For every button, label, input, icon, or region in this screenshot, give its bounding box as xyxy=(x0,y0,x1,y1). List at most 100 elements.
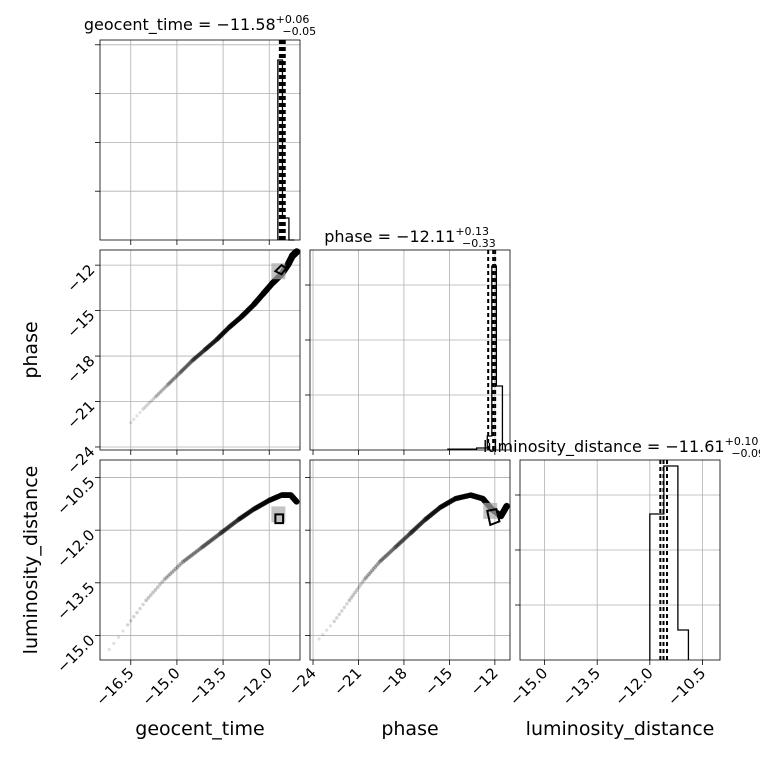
sample-point xyxy=(141,602,145,607)
samples-phase_vs_geocent_time xyxy=(129,248,301,425)
sample-point xyxy=(201,543,207,548)
sample-point xyxy=(208,538,213,543)
sample-point xyxy=(353,590,357,595)
sample-point xyxy=(202,347,207,353)
y-tick-label-luminosity_distance: −13.5 xyxy=(53,579,98,624)
sample-point xyxy=(221,528,226,534)
sample-point xyxy=(225,525,231,530)
sample-point xyxy=(175,373,180,378)
sample-point xyxy=(239,514,245,520)
sample-point xyxy=(209,341,215,346)
sample-point xyxy=(409,529,415,535)
sample-point xyxy=(425,515,431,521)
sample-point xyxy=(434,507,440,513)
sample-point xyxy=(360,580,365,584)
sample-point xyxy=(180,367,186,372)
y-tick-label-luminosity_distance: −10.5 xyxy=(53,473,98,518)
sample-point xyxy=(415,524,420,529)
sample-point xyxy=(175,565,180,569)
sample-point xyxy=(503,502,510,510)
sample-point xyxy=(237,516,243,521)
sample-point xyxy=(209,537,215,542)
sample-point xyxy=(160,580,165,584)
histogram-geocent_time xyxy=(277,59,295,241)
title-value: geocent_time = −11.58 xyxy=(84,15,276,35)
sample-point xyxy=(420,519,426,524)
sample-point xyxy=(171,568,176,573)
x-tick-label-luminosity_distance: −10.5 xyxy=(664,664,709,709)
title-plus-error: +0.06 xyxy=(276,13,310,26)
sample-point xyxy=(195,353,200,359)
sample-point xyxy=(116,635,121,639)
hist-panel-geocent_time xyxy=(95,39,301,245)
sample-point xyxy=(192,356,198,361)
title-value: phase = −12.11 xyxy=(324,227,455,246)
sample-point xyxy=(191,356,197,362)
sample-point xyxy=(205,540,211,545)
sample-point xyxy=(392,545,398,550)
sample-point xyxy=(188,360,193,365)
sample-point xyxy=(242,512,248,518)
sample-point xyxy=(325,628,329,632)
sample-point xyxy=(223,526,229,532)
sample-point xyxy=(230,521,236,527)
sample-point xyxy=(161,387,165,392)
contour-line xyxy=(486,507,501,527)
sample-point xyxy=(138,606,142,611)
sample-point xyxy=(215,533,220,538)
sample-point xyxy=(418,521,423,527)
sample-point xyxy=(328,624,333,628)
sample-point xyxy=(203,346,209,351)
panel-frame xyxy=(99,39,301,241)
sample-point xyxy=(347,598,352,603)
sample-point xyxy=(132,615,136,619)
sample-point xyxy=(244,511,250,517)
title-plus-error: +0.10 xyxy=(725,435,759,448)
sample-point xyxy=(218,530,224,536)
sample-point xyxy=(187,361,192,366)
sample-point xyxy=(424,515,430,521)
samples-luminosity_distance_vs_phase xyxy=(317,492,510,641)
sample-point xyxy=(332,619,336,624)
panel-frame xyxy=(519,459,721,661)
sample-point xyxy=(362,577,367,582)
sample-point xyxy=(373,565,378,569)
sample-point xyxy=(337,612,342,617)
sample-point xyxy=(199,350,205,355)
sample-point xyxy=(403,535,408,540)
title-minus-error: −0.33 xyxy=(462,237,496,250)
sample-point xyxy=(231,520,237,526)
y-tick-label-luminosity_distance: −12.0 xyxy=(53,526,98,571)
sample-point xyxy=(226,524,232,529)
sample-point xyxy=(335,616,339,620)
sample-point xyxy=(398,540,403,545)
sample-point xyxy=(174,374,179,379)
sample-point xyxy=(234,518,240,523)
hist-panel-phase xyxy=(305,249,511,455)
sample-point xyxy=(428,512,434,518)
sample-point xyxy=(358,582,363,587)
sample-point xyxy=(405,533,411,538)
sample-point xyxy=(207,343,213,348)
sample-point xyxy=(382,554,387,560)
sample-point xyxy=(367,572,372,576)
y-tick-label-phase: −18 xyxy=(63,352,98,387)
sample-point xyxy=(147,401,151,405)
sample-point xyxy=(203,347,208,352)
sample-point xyxy=(190,357,196,363)
sample-point xyxy=(143,405,147,409)
sample-point xyxy=(388,549,394,554)
sample-point xyxy=(129,421,133,425)
sample-point xyxy=(433,508,439,514)
sample-point xyxy=(390,547,395,553)
x-tick-label-phase: −12 xyxy=(467,664,502,699)
sample-point xyxy=(422,517,428,523)
sample-point xyxy=(242,513,247,518)
y-tick-label-phase: −12 xyxy=(63,261,98,296)
sample-point xyxy=(206,344,211,350)
sample-point xyxy=(190,358,195,363)
sample-point xyxy=(419,520,424,526)
sample-point xyxy=(407,531,413,537)
sample-point xyxy=(431,510,437,516)
sample-point xyxy=(151,397,156,401)
